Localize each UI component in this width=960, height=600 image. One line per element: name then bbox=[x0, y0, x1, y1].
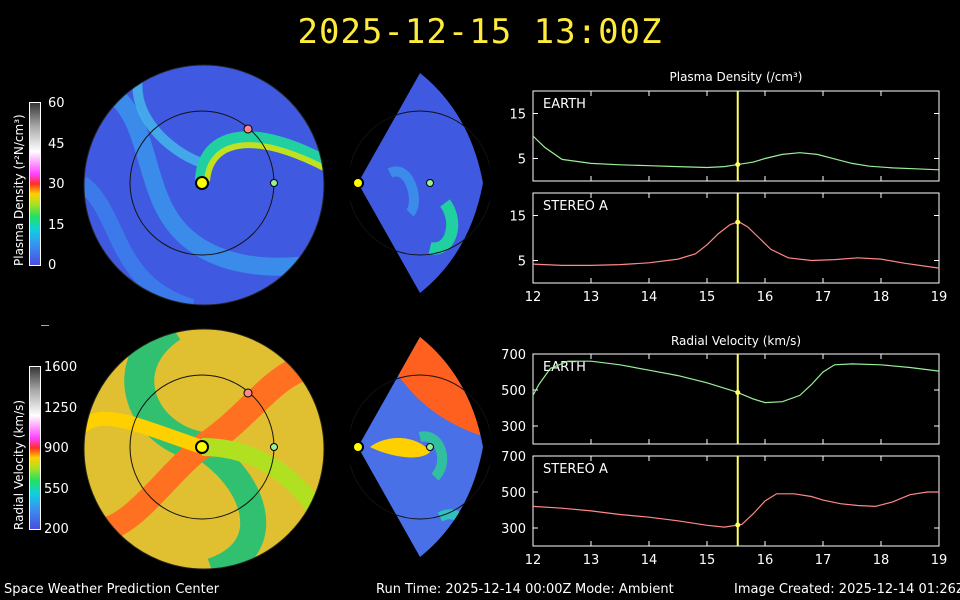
earth-marker bbox=[426, 443, 434, 451]
xtick-label: 17 bbox=[815, 290, 832, 305]
sun-icon bbox=[352, 177, 364, 189]
velocity-chart-title: Radial Velocity (km/s) bbox=[670, 334, 802, 348]
density-colorbar bbox=[29, 102, 41, 266]
panel-label: EARTH bbox=[543, 97, 586, 112]
density-tick-30: 30 bbox=[48, 177, 65, 192]
xtick-label: 14 bbox=[641, 553, 658, 568]
xtick-label: 15 bbox=[699, 553, 716, 568]
velocity-tick-550: 550 bbox=[44, 482, 69, 497]
xtick-label: 18 bbox=[873, 553, 890, 568]
earth-marker bbox=[270, 443, 278, 451]
earth-marker bbox=[426, 179, 434, 187]
xtick-label: 15 bbox=[699, 290, 716, 305]
velocity-tick-900: 900 bbox=[44, 441, 69, 456]
density-tick-0: 0 bbox=[48, 258, 57, 273]
earth-marker bbox=[270, 179, 278, 187]
series-line-stereo-a bbox=[532, 221, 940, 269]
density-chart-title: Plasma Density (/cm³) bbox=[669, 70, 803, 84]
ytick-label: 5 bbox=[518, 255, 526, 270]
sun-icon bbox=[352, 441, 364, 453]
ytick-label: 15 bbox=[509, 210, 526, 225]
ytick-label: 500 bbox=[501, 384, 526, 399]
ytick-label: 700 bbox=[501, 348, 526, 363]
velocity-colorbar bbox=[29, 366, 41, 530]
ytick-label: 500 bbox=[501, 486, 526, 501]
footer-org: Space Weather Prediction Center bbox=[4, 582, 220, 597]
xtick-label: 12 bbox=[525, 290, 542, 305]
density-ecliptic-map bbox=[83, 64, 325, 306]
stereo-a-marker bbox=[243, 124, 253, 134]
chart-frame-2 bbox=[532, 353, 940, 445]
velocity-ecliptic-map bbox=[83, 328, 325, 570]
ytick-label: 5 bbox=[518, 153, 526, 168]
separator-dash bbox=[41, 325, 49, 326]
ytick-label: 300 bbox=[501, 420, 526, 435]
xtick-label: 14 bbox=[641, 290, 658, 305]
density-tick-60: 60 bbox=[48, 96, 65, 111]
chart-frame-1 bbox=[532, 192, 940, 284]
current-value-dot bbox=[735, 162, 741, 168]
sun-icon bbox=[195, 176, 209, 190]
density-meridional-map bbox=[350, 73, 490, 293]
velocity-meridional-map bbox=[350, 337, 490, 557]
panel-label: STEREO A bbox=[543, 199, 608, 214]
ytick-label: 300 bbox=[501, 522, 526, 537]
xtick-label: 13 bbox=[583, 553, 600, 568]
xtick-label: 19 bbox=[931, 290, 948, 305]
footer-run-time: Run Time: 2025-12-14 00:00Z bbox=[376, 582, 572, 597]
panel-label: STEREO A bbox=[543, 462, 608, 477]
xtick-label: 13 bbox=[583, 290, 600, 305]
footer-image-created: Image Created: 2025-12-14 01:26Z bbox=[734, 582, 960, 597]
density-tick-45: 45 bbox=[48, 137, 65, 152]
chart-frame-3 bbox=[532, 455, 940, 547]
stereo-a-marker bbox=[243, 388, 253, 398]
chart-frame-0 bbox=[532, 90, 940, 182]
xtick-label: 12 bbox=[525, 553, 542, 568]
current-value-dot bbox=[735, 219, 741, 225]
xtick-label: 16 bbox=[757, 290, 774, 305]
series-line-stereo-a bbox=[532, 491, 939, 528]
ytick-label: 700 bbox=[501, 450, 526, 465]
velocity-tick-1250: 1250 bbox=[44, 401, 78, 416]
footer-mode: Mode: Ambient bbox=[575, 582, 674, 597]
panel-label: EARTH bbox=[543, 360, 586, 375]
series-line-earth bbox=[532, 135, 940, 171]
xtick-label: 16 bbox=[757, 553, 774, 568]
velocity-tick-1600: 1600 bbox=[44, 360, 78, 375]
current-value-dot bbox=[735, 522, 741, 528]
ytick-label: 15 bbox=[509, 108, 526, 123]
sun-icon bbox=[195, 440, 209, 454]
xtick-label: 17 bbox=[815, 553, 832, 568]
series-line-earth bbox=[532, 360, 940, 404]
xtick-label: 19 bbox=[931, 553, 948, 568]
current-value-dot bbox=[735, 390, 741, 396]
xtick-label: 18 bbox=[873, 290, 890, 305]
velocity-tick-200: 200 bbox=[44, 522, 69, 537]
density-tick-15: 15 bbox=[48, 218, 65, 233]
forecast-timestamp: 2025-12-15 13:00Z bbox=[297, 12, 663, 52]
